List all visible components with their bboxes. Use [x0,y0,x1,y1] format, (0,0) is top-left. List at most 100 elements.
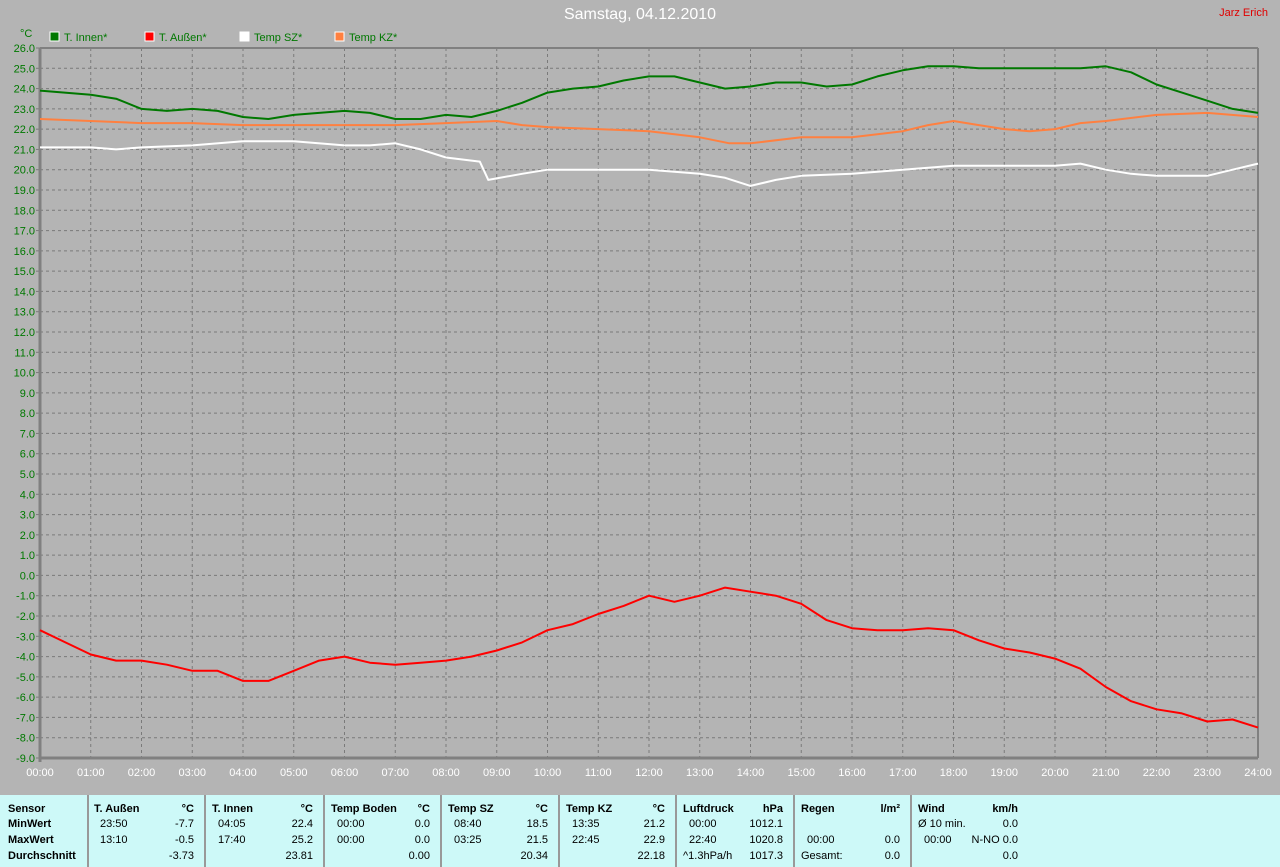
stats-col-unit: °C [535,803,548,815]
y-tick-label: 4.0 [20,489,35,501]
stats-value: 0.0 [414,818,430,830]
x-tick-label: 05:00 [280,767,308,779]
row-label: MinWert [8,818,52,830]
y-tick-label: 22.0 [14,124,35,136]
y-tick-label: 19.0 [14,185,35,197]
y-tick-label: 23.0 [14,104,35,116]
stats-col-unit: °C [417,803,430,815]
stats-value: 23.81 [285,850,313,862]
stats-value: 1017.3 [749,850,783,862]
temperature-chart: 26.0 25.0 24.0 23.0 22.0 21.0 20.0 19.0 18.0 17.0… [14,28,1272,779]
y-tick-label: 10.0 [14,368,35,380]
y-tick-label: -6.0 [16,692,35,704]
stats-value: 1020.8 [749,834,783,846]
x-tick-label: 04:00 [229,767,257,779]
x-tick-label: 07:00 [381,767,409,779]
x-tick-label: 19:00 [990,767,1018,779]
stats-value: 25.2 [291,834,313,846]
stats-col-sep [325,795,442,867]
x-tick-label: 18:00 [940,767,968,779]
stats-time: 22:40 [689,834,717,846]
x-tick-label: 03:00 [178,767,206,779]
x-tick-label: 20:00 [1041,767,1069,779]
stats-value: -7.7 [175,818,194,830]
stats-col-sep [0,795,89,867]
y-tick-label: 8.0 [20,408,35,420]
x-tick-label: 01:00 [77,767,105,779]
x-tick-label: 21:00 [1092,767,1120,779]
y-tick-label: 3.0 [20,510,35,522]
x-tick-label: 10:00 [534,767,562,779]
stats-value: 18.5 [526,818,548,830]
stats-col-unit: °C [652,803,665,815]
series-line-tempsz [40,140,1259,187]
stats-value: -0.5 [175,834,194,846]
x-tick-label: 16:00 [838,767,866,779]
stats-value: 0.0 [884,834,900,846]
y-tick-label: -1.0 [16,591,35,603]
x-tick-label: 11:00 [585,767,612,779]
legend-swatch [334,31,345,42]
y-tick-label: -7.0 [16,712,35,724]
legend-label: T. Innen* [64,32,108,44]
stats-table: Sensor MinWert MaxWert Durchschnitt T. Außen… [0,795,1280,867]
stats-col-sep [442,795,560,867]
stats-col-unit: l/m² [880,803,900,815]
legend-label: Temp SZ* [254,32,303,44]
x-tick-label: 24:00 [1244,767,1272,779]
legend-swatch [239,31,250,42]
y-tick-label: 5.0 [20,469,35,481]
stats-value [801,816,900,832]
stats-value: 0.0 [1002,818,1018,830]
x-tick-label: 09:00 [483,767,511,779]
stats-col-header: Temp KZ [566,803,613,815]
stats-value: -3.73 [168,850,194,862]
y-tick-label: 20.0 [14,165,35,177]
stats-col-sep [88,795,206,867]
legend-swatch [49,31,60,42]
y-tick-label: -8.0 [16,733,35,745]
y-tick-label: 18.0 [14,205,35,217]
stats-col-header: Temp SZ [448,803,494,815]
series-line-tempkz [39,111,1259,145]
row-label: MaxWert [8,834,54,846]
stats-time: 13:35 [572,818,600,830]
stats-time: ^1.3hPa/h [683,850,733,862]
stats-value: 0.0 [884,850,900,862]
y-tick-label: -9.0 [16,753,35,765]
y-tick-label: -4.0 [16,652,35,664]
legend-label: T. Außen* [159,32,207,44]
stats-time: 00:00 [689,818,717,830]
stats-value: 22.9 [643,834,665,846]
x-tick-label: 06:00 [331,767,359,779]
x-tick-label: 23:00 [1193,767,1221,779]
y-tick-label: 6.0 [20,449,35,461]
y-tick-label: 25.0 [14,63,35,75]
stats-time: 13:10 [100,834,128,846]
stats-time: 00:00 [807,834,835,846]
x-tick-label: 08:00 [432,767,460,779]
stats-value: 22.4 [291,818,313,830]
x-tick-label: 17:00 [889,767,917,779]
stats-time: 03:25 [454,834,482,846]
stats-col-unit: °C [300,803,313,815]
stats-col-sep [560,795,677,867]
stats-time: Gesamt: [801,850,843,862]
stats-time: 00:00 [337,818,365,830]
y-tick-label: 16.0 [14,246,35,258]
y-tick-label: -5.0 [16,672,35,684]
stats-time: 00:00 [337,834,365,846]
stats-value: 21.2 [643,818,665,830]
stats-time: 22:45 [572,834,600,846]
row-label: Durchschnitt [8,850,76,862]
y-axis-unit: °C [20,28,32,40]
series-line-tinnen [39,65,1259,120]
stats-value: 0.0 [414,834,430,846]
row-label: Sensor [8,803,46,815]
y-tick-label: 15.0 [14,266,35,278]
y-tick-label: 0.0 [20,570,35,582]
series-line-tauen [39,586,1259,729]
y-tick-label: 24.0 [14,84,35,96]
x-tick-label: 02:00 [128,767,156,779]
y-tick-label: 14.0 [14,286,35,298]
